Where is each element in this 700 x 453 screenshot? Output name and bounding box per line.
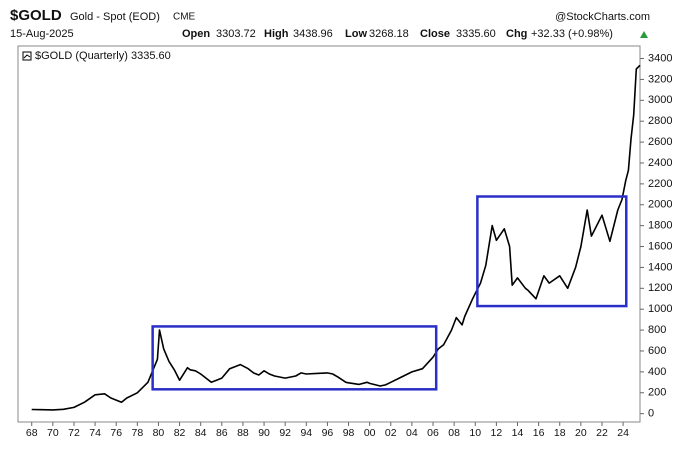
- plot-frame: [17, 45, 641, 423]
- legend-icon-line: [23, 54, 31, 59]
- y-tick-label: 400: [648, 366, 666, 378]
- open-label: Open: [182, 28, 210, 40]
- x-tick-label: 76: [110, 427, 122, 439]
- x-tick-label: 84: [195, 427, 207, 439]
- x-tick-label: 00: [364, 427, 376, 439]
- open: 3303.72: [216, 28, 256, 40]
- legend-label: $GOLD (Quarterly) 3335.60: [35, 50, 171, 62]
- x-tick-label: 88: [237, 427, 249, 439]
- low: 3268.18: [369, 28, 409, 40]
- x-tick-label: 70: [47, 427, 59, 439]
- x-tick-label: 86: [216, 427, 228, 439]
- x-tick-label: 04: [406, 427, 418, 439]
- date: 15-Aug-2025: [10, 28, 74, 40]
- high: 3438.96: [293, 28, 333, 40]
- y-tick-label: 200: [648, 387, 666, 399]
- x-tick-label: 90: [258, 427, 270, 439]
- x-tick-label: 80: [153, 427, 165, 439]
- y-tick-label: 3000: [648, 94, 672, 106]
- x-tick-label: 82: [174, 427, 186, 439]
- high-label: High: [264, 28, 289, 40]
- x-tick-label: 14: [512, 427, 524, 439]
- y-tick-label: 3400: [648, 52, 672, 64]
- y-tick-label: 600: [648, 345, 666, 357]
- x-tick-label: 68: [26, 427, 38, 439]
- y-tick-label: 2600: [648, 136, 672, 148]
- y-tick-label: 2200: [648, 178, 672, 190]
- y-tick-label: 0: [648, 408, 654, 420]
- x-tick-label: 18: [554, 427, 566, 439]
- range-box: [476, 195, 628, 308]
- x-tick-label: 94: [300, 427, 312, 439]
- x-tick-label: 74: [89, 427, 101, 439]
- x-tick-label: 72: [68, 427, 80, 439]
- x-tick-label: 98: [343, 427, 355, 439]
- x-tick-label: 02: [385, 427, 397, 439]
- x-tick-label: 24: [617, 427, 629, 439]
- legend-icon: [22, 51, 32, 61]
- up-arrow: [640, 31, 648, 38]
- x-tick-label: 08: [448, 427, 460, 439]
- y-tick-label: 1400: [648, 261, 672, 273]
- y-tick-label: 2800: [648, 115, 672, 127]
- y-tick-label: 3200: [648, 73, 672, 85]
- x-tick-label: 96: [322, 427, 334, 439]
- x-tick-label: 16: [533, 427, 545, 439]
- x-tick-label: 92: [279, 427, 291, 439]
- y-tick-label: 2000: [648, 199, 672, 211]
- close: 3335.60: [456, 28, 496, 40]
- range-box: [151, 325, 438, 391]
- low-label: Low: [345, 28, 367, 40]
- chg-label: Chg: [506, 28, 527, 40]
- y-tick-label: 2400: [648, 157, 672, 169]
- x-tick-label: 12: [491, 427, 503, 439]
- x-tick-label: 10: [469, 427, 481, 439]
- y-tick-label: 1800: [648, 220, 672, 232]
- x-tick-label: 06: [427, 427, 439, 439]
- exchange: CME: [173, 12, 196, 23]
- price-line: [31, 64, 641, 411]
- chg: +32.33 (+0.98%): [531, 28, 613, 40]
- source: @StockCharts.com: [555, 11, 650, 23]
- y-tick-label: 1000: [648, 303, 672, 315]
- symbol: $GOLD: [10, 7, 62, 24]
- description: Gold - Spot (EOD): [70, 11, 160, 23]
- y-tick-label: 800: [648, 324, 666, 336]
- x-tick-label: 78: [131, 427, 143, 439]
- x-tick-label: 22: [596, 427, 608, 439]
- close-label: Close: [420, 28, 450, 40]
- y-tick-label: 1200: [648, 282, 672, 294]
- x-tick-label: 20: [575, 427, 587, 439]
- y-tick-label: 1600: [648, 240, 672, 252]
